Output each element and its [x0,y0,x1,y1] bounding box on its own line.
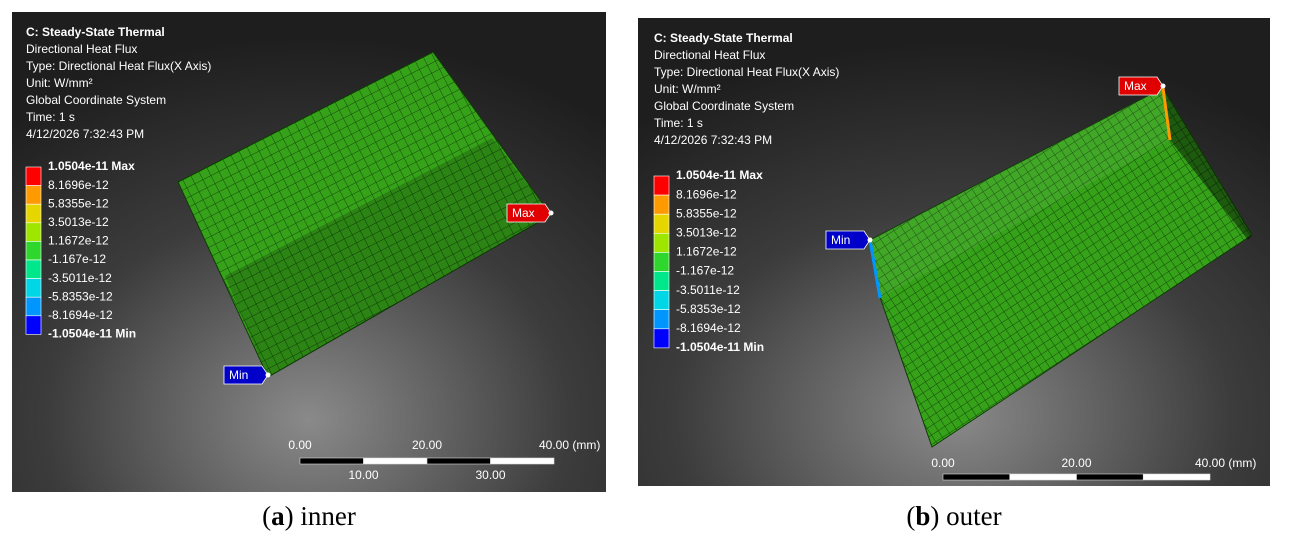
probe-tag [506,203,552,223]
result-title: C: Steady-State Thermal [654,31,793,45]
scale-segment [1076,473,1144,481]
legend-label: 8.1696e-12 [676,187,737,201]
probe-point [548,210,554,216]
legend-swatch [653,271,670,291]
legend-label: 5.8355e-12 [676,206,737,220]
legend-swatch [653,175,670,196]
legend-swatch [653,194,670,215]
legend-label: -5.8353e-12 [48,289,113,303]
probe-tag [825,230,871,250]
probe-label: Min [831,233,850,247]
mesh-face [1163,88,1252,240]
caption-part: ) outer [930,501,1001,531]
legend-label: -1.0504e-11 Min [676,340,764,354]
legend-label: 1.0504e-11 Max [48,159,135,173]
legend-swatch [25,185,42,205]
scale-label: 40.00 (mm) [1195,456,1256,470]
legend-label: -5.8353e-12 [676,302,741,316]
legend-label: -3.5011e-12 [48,271,112,285]
cold-edge [868,239,882,299]
legend-label: -3.5011e-12 [676,283,740,297]
legend-swatch [653,290,670,311]
result-info: Global Coordinate System [654,99,794,113]
probe-point [265,372,271,378]
legend-label: 1.1672e-12 [676,245,737,259]
mesh-face [870,88,1170,298]
caption: (b) outer [906,501,1001,531]
caption-part: ) inner [285,501,356,531]
legend-label: 5.8355e-12 [48,196,109,210]
result-info: Directional Heat Flux [26,42,137,56]
result-info: 4/12/2026 7:32:43 PM [654,133,772,147]
legend-label: -8.1694e-12 [676,321,741,335]
scale-label: 10.00 [348,468,378,482]
result-info: Directional Heat Flux [654,48,765,62]
scale-label: 20.00 [1061,456,1091,470]
caption-part: b [915,501,930,531]
scale-segment [299,457,364,465]
legend-label: -8.1694e-12 [48,308,113,322]
probe-point [1160,83,1166,89]
result-info: Time: 1 s [26,110,75,124]
hot-edge [1161,87,1172,141]
caption-part: a [271,501,285,531]
scale-label: 20.00 [412,438,442,452]
probe-point [867,237,873,243]
legend-swatch [25,241,42,261]
legend-label: -1.167e-12 [48,252,106,266]
scale-label: 0.00 [931,456,955,470]
legend-swatch [653,328,670,349]
probe-tag [223,365,269,385]
legend-swatch [25,222,42,242]
legend-swatch [653,233,670,253]
scale-segment [426,457,491,465]
result-info: Time: 1 s [654,116,703,130]
legend-swatch [25,315,42,335]
probe-label: Max [1124,79,1147,93]
probe-tag [1118,76,1164,96]
caption-part: ( [906,501,915,531]
scale-label: 0.00 [288,438,312,452]
legend-label: 8.1696e-12 [48,178,109,192]
scale-label: 30.00 [475,468,505,482]
legend-label: 1.1672e-12 [48,234,109,248]
probe-label: Min [229,368,248,382]
legend-label: -1.0504e-11 Min [48,327,136,341]
result-title: C: Steady-State Thermal [26,25,165,39]
scale-segment [363,457,428,465]
legend-swatch [653,252,670,272]
result-info: Type: Directional Heat Flux(X Axis) [26,59,211,73]
legend-label: 3.5013e-12 [48,215,109,229]
result-info: Global Coordinate System [26,93,166,107]
legend-swatch [25,278,42,298]
scale-segment [490,457,555,465]
legend-swatch [25,166,42,186]
result-info: Unit: W/mm² [26,76,93,90]
legend-swatch [25,259,42,279]
legend-label: 1.0504e-11 Max [676,168,763,182]
legend-swatch [25,203,42,224]
legend-swatch [653,213,670,234]
legend-label: 3.5013e-12 [676,225,737,239]
result-info: Unit: W/mm² [654,82,721,96]
mesh-shade [225,138,551,377]
scale-segment [1009,473,1077,481]
caption-part: ( [262,501,271,531]
legend-swatch [653,309,670,330]
probe-label: Max [512,206,535,220]
scale-segment [942,473,1011,481]
result-info: Type: Directional Heat Flux(X Axis) [654,65,839,79]
scale-label: 40.00 (mm) [539,438,600,452]
legend-label: -1.167e-12 [676,264,734,278]
result-info: 4/12/2026 7:32:43 PM [26,127,144,141]
caption: (a) inner [262,501,356,531]
scale-segment [1142,473,1211,481]
legend-swatch [25,296,42,317]
